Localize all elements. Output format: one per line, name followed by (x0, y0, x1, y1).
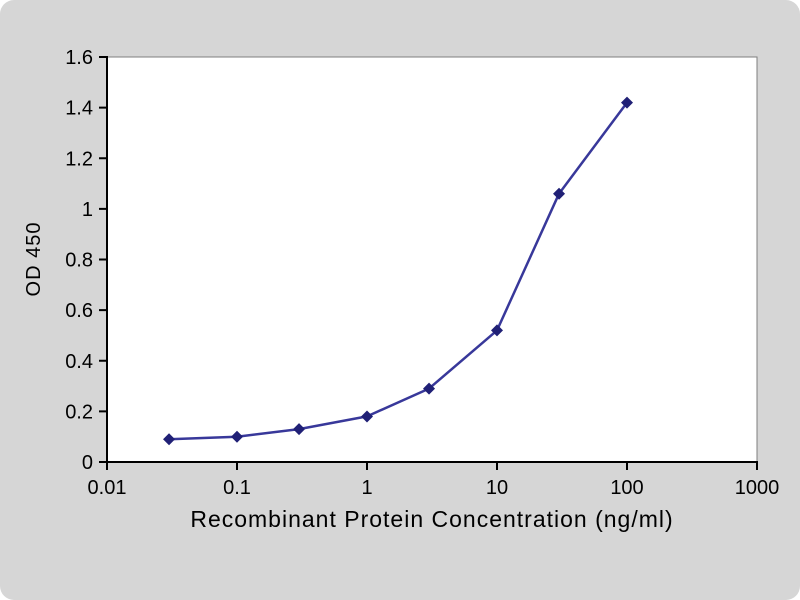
y-tick-label: 0.2 (65, 401, 93, 423)
data-point-marker (293, 423, 306, 436)
x-tick-label: 1000 (735, 477, 780, 499)
x-tick-label: 10 (486, 477, 508, 499)
y-tick-label: 0.8 (65, 250, 93, 272)
x-tick-label: 0.01 (88, 477, 127, 499)
y-tick-label: 1.4 (65, 98, 93, 120)
data-point-marker (491, 324, 503, 337)
data-point-marker (361, 410, 373, 423)
y-tick-label: 0 (82, 452, 93, 474)
y-axis-title: OD 450 (23, 221, 45, 297)
data-point-marker (231, 430, 243, 443)
data-point-marker (423, 382, 436, 395)
data-point-marker (163, 433, 176, 446)
data-point-marker (621, 96, 633, 109)
x-tick-label: 100 (610, 477, 643, 499)
x-axis-title: Recombinant Protein Concentration (ng/ml… (190, 506, 674, 532)
x-tick-label: 0.1 (223, 477, 251, 499)
x-tick-label: 1 (361, 477, 372, 499)
y-tick-label: 1.6 (65, 47, 93, 69)
y-tick-label: 1 (82, 199, 93, 221)
series-line (167, 101, 629, 441)
y-tick-label: 1.2 (65, 148, 93, 170)
y-tick-label: 0.4 (65, 351, 93, 373)
plot-background (106, 56, 758, 463)
data-point-marker (553, 187, 566, 200)
y-tick-label: 0.6 (65, 300, 93, 322)
